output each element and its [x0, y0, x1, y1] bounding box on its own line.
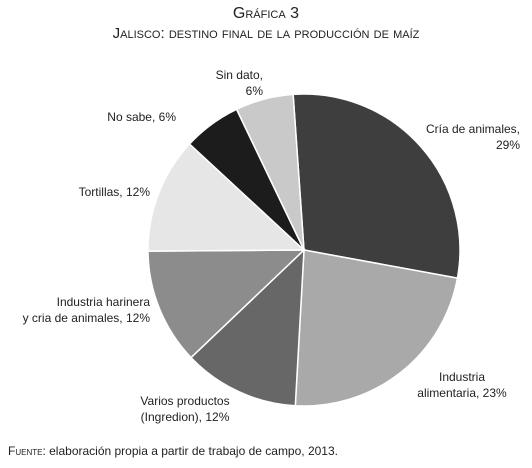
- slice-label: Varios productos: [140, 394, 229, 408]
- pie-slice: [292, 93, 461, 280]
- slice-label: y cria de animales, 12%: [23, 311, 151, 325]
- slice-label: Cría de animales,: [426, 122, 520, 136]
- slice-label: Tortillas, 12%: [79, 185, 151, 199]
- pie-slice: [147, 142, 306, 252]
- source-text: elaboración propia a partir de trabajo d…: [49, 444, 338, 458]
- pie-slice: [189, 248, 305, 407]
- slice-label: 29%: [496, 138, 520, 152]
- slice-label: 6%: [246, 84, 264, 98]
- pie-slice: [147, 249, 306, 359]
- slice-label: alimentaria, 23%: [417, 386, 507, 400]
- chart-title: Gráfica 3: [233, 5, 299, 22]
- slice-label: Industria harinera: [57, 295, 151, 309]
- slice-label: No sabe, 6%: [107, 110, 176, 124]
- source: Fuente: elaboración propia a partir de t…: [8, 444, 338, 458]
- pie-slice: [235, 93, 305, 251]
- slice-label: (Ingredion), 12%: [141, 410, 230, 424]
- slice-label: Sin dato,: [216, 68, 263, 82]
- chart-subtitle: Jalisco: destino final de la producción …: [113, 25, 420, 42]
- slice-label: Industria: [439, 370, 485, 384]
- source-label: Fuente:: [8, 444, 46, 458]
- pie-slice: [294, 249, 459, 407]
